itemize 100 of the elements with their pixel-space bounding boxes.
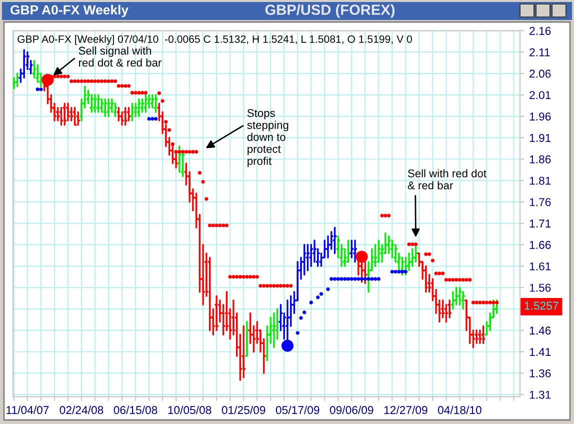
candlestick bbox=[458, 286, 462, 306]
point bbox=[360, 277, 364, 281]
candlestick bbox=[454, 286, 458, 306]
x-tick-label: 06/15/08 bbox=[114, 406, 158, 414]
x-tick-label: 02/24/08 bbox=[60, 406, 104, 414]
candlestick bbox=[376, 240, 381, 263]
candlestick bbox=[62, 102, 67, 126]
y-tick-label: 1.81 bbox=[530, 176, 551, 185]
candlestick bbox=[66, 102, 70, 122]
x-tick-label: 10/05/08 bbox=[168, 406, 212, 414]
chart-title: GBP/USD (FOREX) bbox=[265, 4, 394, 18]
candlestick bbox=[124, 106, 128, 126]
candlestick bbox=[72, 106, 77, 126]
candlestick bbox=[140, 98, 144, 113]
y-tick-label: 1.61 bbox=[530, 262, 551, 270]
y-tick-label: 1.56 bbox=[530, 284, 551, 292]
candlestick bbox=[106, 98, 110, 118]
y-tick-label: 1.66 bbox=[530, 240, 551, 249]
point bbox=[350, 277, 354, 281]
y-tick-label: 2.06 bbox=[530, 70, 551, 78]
candlestick bbox=[130, 102, 134, 122]
y-tick-label: 1.36 bbox=[530, 369, 551, 378]
candlestick bbox=[478, 330, 482, 344]
candlestick bbox=[137, 98, 141, 118]
point bbox=[370, 277, 374, 281]
candlestick bbox=[56, 106, 60, 122]
candlestick bbox=[410, 248, 414, 267]
candlestick bbox=[481, 325, 486, 344]
candlestick bbox=[15, 72, 20, 88]
annotation: Stops stepping down to protect profit bbox=[247, 109, 288, 168]
candlestick bbox=[214, 295, 218, 332]
candlestick bbox=[306, 244, 310, 272]
point bbox=[356, 277, 360, 281]
candlestick bbox=[100, 98, 104, 113]
point bbox=[302, 310, 306, 314]
point bbox=[397, 270, 401, 274]
text: 1.5257 bbox=[524, 302, 558, 310]
candlestick bbox=[451, 290, 455, 310]
candlestick bbox=[134, 102, 138, 118]
point bbox=[299, 316, 303, 320]
candlestick bbox=[22, 49, 26, 79]
candlestick bbox=[353, 240, 357, 263]
candlestick bbox=[424, 265, 428, 293]
candlestick bbox=[414, 244, 418, 263]
point bbox=[346, 277, 350, 281]
point bbox=[296, 331, 300, 335]
candlestick bbox=[174, 150, 178, 169]
candlestick bbox=[461, 290, 465, 310]
candlestick bbox=[110, 98, 114, 113]
y-tick-label: 1.71 bbox=[530, 220, 551, 228]
candlestick bbox=[126, 106, 131, 122]
candlestick bbox=[474, 330, 478, 344]
candlestick bbox=[386, 235, 391, 254]
candlestick bbox=[309, 244, 314, 267]
candlestick bbox=[150, 94, 154, 109]
candlestick bbox=[76, 111, 80, 126]
point bbox=[39, 88, 43, 92]
chart-subtitle: GBP A0-FX Weekly bbox=[10, 4, 128, 18]
point bbox=[319, 292, 324, 296]
point bbox=[400, 270, 404, 274]
point bbox=[150, 117, 154, 121]
candlestick bbox=[96, 94, 100, 113]
x-tick-label: 05/17/09 bbox=[276, 406, 320, 414]
x-tick-label: 11/04/07 bbox=[6, 406, 49, 414]
y-tick-label: 1.41 bbox=[530, 348, 551, 356]
y-tick-label: 1.91 bbox=[530, 134, 551, 142]
point bbox=[326, 287, 330, 292]
point bbox=[353, 277, 357, 281]
annotation: Sell with red dot & red bar bbox=[408, 169, 486, 190]
point bbox=[147, 117, 151, 121]
candlestick bbox=[245, 320, 249, 357]
point bbox=[404, 270, 408, 274]
candlestick bbox=[59, 106, 64, 126]
candlestick bbox=[400, 256, 404, 276]
y-tick-label: 2.16 bbox=[530, 26, 551, 35]
candlestick bbox=[120, 111, 124, 126]
x-tick-label: 09/06/09 bbox=[330, 406, 374, 414]
y-tick-label: 1.31 bbox=[530, 390, 551, 399]
point bbox=[332, 277, 337, 281]
candlestick bbox=[407, 252, 411, 272]
annotation: Sell signal with red dot & red bar bbox=[78, 46, 162, 67]
candlestick bbox=[93, 94, 97, 113]
candlestick bbox=[36, 64, 40, 83]
annotation: GBP A0-FX [Weekly] 07/04/10 -0.0065 C 1.5132, H 1.5241, L 1.5081, O 1.5199, V 0 bbox=[18, 35, 412, 45]
y-tick-label: 1.96 bbox=[530, 112, 551, 121]
candlestick bbox=[448, 300, 452, 318]
candlestick bbox=[326, 235, 330, 258]
candlestick bbox=[440, 300, 445, 318]
point bbox=[373, 277, 378, 281]
candlestick bbox=[242, 325, 246, 378]
candlestick bbox=[350, 240, 354, 258]
candlestick bbox=[154, 94, 158, 113]
candlestick bbox=[147, 94, 151, 109]
y-tick-label: 1.76 bbox=[530, 198, 551, 206]
candlestick bbox=[178, 145, 182, 173]
x-tick-label: 04/18/10 bbox=[438, 406, 482, 414]
point bbox=[363, 277, 367, 281]
candlestick bbox=[302, 244, 306, 276]
candlestick bbox=[272, 312, 276, 348]
candlestick bbox=[32, 60, 36, 79]
